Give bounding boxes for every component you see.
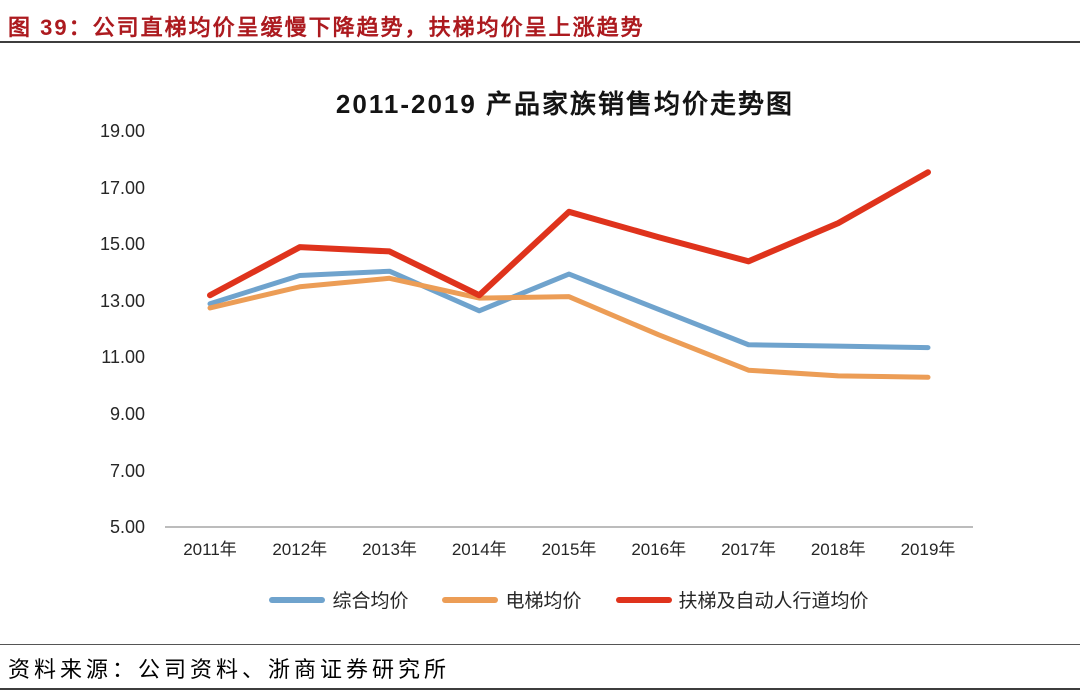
- x-axis-category-label: 2017年: [721, 540, 776, 559]
- x-axis-category-label: 2019年: [900, 540, 956, 559]
- source-divider: [0, 644, 1080, 645]
- legend-line-swatch-blue: [269, 596, 326, 603]
- y-axis-tick-label: 15.00: [99, 234, 145, 255]
- x-axis-category-label: 2016年: [631, 540, 687, 559]
- y-axis-tick-label: 7.00: [109, 460, 145, 481]
- legend-line-swatch-red: [615, 596, 672, 603]
- x-axis-category-label: 2014年: [451, 540, 507, 559]
- x-axis-category-label: 2013年: [362, 540, 417, 559]
- x-axis-category-label: 2011年: [183, 540, 237, 559]
- legend-label: 电梯均价: [505, 591, 582, 612]
- header-divider: [0, 41, 1080, 43]
- legend-label: 扶梯及自动人行道均价: [678, 591, 869, 612]
- y-axis-tick-label: 13.00: [99, 290, 145, 311]
- legend-item: 电梯均价: [442, 586, 582, 613]
- chart-legend: 综合均价 电梯均价 扶梯及自动人行道均价: [165, 586, 973, 613]
- legend-item: 综合均价: [269, 586, 408, 613]
- x-axis-category-label: 2018年: [810, 540, 866, 559]
- x-axis-category-label: 2015年: [541, 540, 597, 559]
- bottom-divider: [0, 688, 1080, 690]
- legend-item: 扶梯及自动人行道均价: [615, 586, 869, 613]
- series-line-3: [207, 169, 931, 299]
- legend-label: 综合均价: [332, 591, 409, 612]
- y-axis-tick-label: 19.00: [99, 121, 145, 142]
- chart-title: 2011-2019 产品家族销售均价走势图: [335, 89, 795, 119]
- series-line-2: [207, 275, 931, 380]
- x-axis-category-label: 2012年: [272, 540, 328, 559]
- legend-line-swatch-orange: [442, 596, 499, 603]
- y-axis-tick-label: 5.00: [109, 517, 145, 538]
- y-axis-tick-label: 11.00: [101, 347, 145, 368]
- figure-caption: 图 39：公司直梯均价呈缓慢下降趋势，扶梯均价呈上涨趋势: [8, 15, 645, 40]
- source-note: 资料来源：公司资料、浙商证券研究所: [8, 657, 451, 682]
- series-line-1: [207, 268, 931, 351]
- y-axis-tick-label: 17.00: [99, 177, 145, 198]
- y-axis-tick-label: 9.00: [109, 404, 145, 425]
